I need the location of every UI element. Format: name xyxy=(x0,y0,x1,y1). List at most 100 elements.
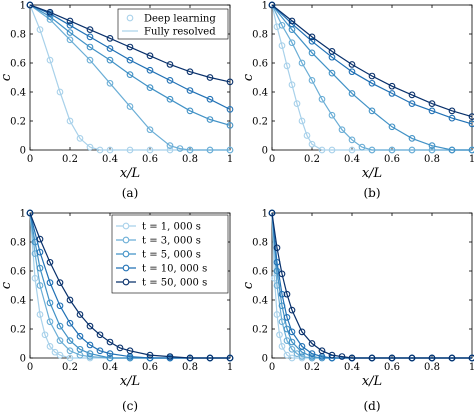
data-point xyxy=(273,311,281,318)
data-point xyxy=(36,235,44,243)
series-2 xyxy=(268,1,474,154)
data-point xyxy=(226,106,234,113)
data-point xyxy=(46,8,54,16)
data-point xyxy=(271,274,278,282)
chart-panel-4: 0 0.2 0.4 0.6 0.8 1 0 0.2 0.4 0.6 0.8 1 x/L c (d) xyxy=(241,209,474,413)
data-point xyxy=(206,95,214,103)
data-point xyxy=(273,282,281,289)
data-point xyxy=(288,345,296,353)
data-point xyxy=(186,354,194,362)
data-point xyxy=(126,146,134,154)
data-point xyxy=(106,350,114,358)
data-point xyxy=(206,146,214,154)
data-point xyxy=(298,117,306,125)
data-point xyxy=(388,354,396,362)
data-point xyxy=(166,95,174,103)
x-tick-label: 1 xyxy=(227,154,233,165)
data-point xyxy=(283,62,291,70)
data-point xyxy=(36,248,44,256)
data-point xyxy=(66,117,74,125)
data-point xyxy=(36,311,44,318)
data-point xyxy=(428,107,436,115)
panel-caption: (c) xyxy=(122,399,138,413)
data-point xyxy=(126,347,134,355)
series-4 xyxy=(268,209,474,362)
legend-entry: t = 5, 000 s xyxy=(142,250,201,261)
series-5 xyxy=(26,1,234,86)
data-point xyxy=(166,142,174,149)
data-point xyxy=(328,111,336,119)
x-tick-label: 0.6 xyxy=(142,362,158,373)
data-point xyxy=(56,88,64,96)
y-tick-label: 0.6 xyxy=(10,267,26,278)
data-point xyxy=(348,90,356,97)
data-point xyxy=(66,347,74,355)
data-point xyxy=(56,351,64,359)
data-point xyxy=(448,107,456,115)
data-point xyxy=(368,354,376,362)
series-line xyxy=(271,4,472,151)
data-point xyxy=(66,296,74,304)
y-tick-label: 0.6 xyxy=(252,267,268,278)
y-tick-label: 0 xyxy=(20,354,26,365)
data-point xyxy=(126,103,134,110)
series-line xyxy=(271,212,472,359)
legend: Deep learning Fully resolved xyxy=(117,8,229,40)
data-point xyxy=(268,1,276,9)
data-point xyxy=(348,354,356,362)
data-point xyxy=(66,29,74,36)
panel-caption: (d) xyxy=(363,399,380,413)
legend-box xyxy=(117,8,229,40)
data-point xyxy=(328,69,336,77)
data-point xyxy=(338,353,346,360)
series-5 xyxy=(268,1,474,120)
y-tick-label: 0.2 xyxy=(252,325,268,336)
data-point xyxy=(146,126,154,134)
x-tick-label: 0.8 xyxy=(182,362,198,373)
data-point xyxy=(66,337,74,344)
data-point xyxy=(278,42,286,49)
data-point xyxy=(56,322,64,330)
series-3 xyxy=(268,1,474,154)
data-point xyxy=(76,332,84,340)
y-tick-label: 1 xyxy=(20,1,26,12)
data-point xyxy=(166,146,174,154)
data-point xyxy=(166,77,174,84)
data-point xyxy=(293,100,301,107)
y-axis-label: c xyxy=(241,73,256,81)
data-point xyxy=(66,17,74,25)
plot-frame xyxy=(271,212,473,359)
legend-entry: t = 10, 000 s xyxy=(142,264,207,275)
data-point xyxy=(146,146,154,154)
chart-panel-3: 0 0.2 0.4 0.6 0.8 1 0 0.2 0.4 0.6 0.8 1 x/L c (c) t = 1… xyxy=(0,209,234,413)
series-line xyxy=(271,4,472,151)
data-point xyxy=(408,100,416,107)
data-point xyxy=(51,348,59,356)
data-point xyxy=(106,45,114,52)
series-line xyxy=(29,212,230,359)
data-point xyxy=(408,91,416,99)
series-5 xyxy=(268,209,474,362)
data-point xyxy=(41,331,49,339)
data-point xyxy=(46,299,54,307)
data-point xyxy=(273,267,281,275)
data-point xyxy=(328,351,336,359)
x-tick-label: 0 xyxy=(27,154,33,165)
data-point xyxy=(46,56,54,64)
data-point xyxy=(388,90,396,97)
panel-caption: (a) xyxy=(122,186,139,200)
x-tick-label: 0.8 xyxy=(182,154,198,165)
data-point xyxy=(283,290,291,298)
x-tick-label: 0.2 xyxy=(304,362,320,373)
y-tick-label: 0.4 xyxy=(252,88,268,99)
data-point xyxy=(288,328,296,336)
legend-entry: Deep learning xyxy=(144,14,216,25)
data-point xyxy=(408,135,416,142)
data-point xyxy=(303,132,311,139)
x-tick-label: 0.4 xyxy=(102,362,118,373)
legend-marker xyxy=(122,250,130,258)
x-tick-label: 0.2 xyxy=(304,154,320,165)
y-tick-label: 0.8 xyxy=(10,238,26,249)
data-point xyxy=(206,74,214,81)
data-point xyxy=(226,78,234,86)
